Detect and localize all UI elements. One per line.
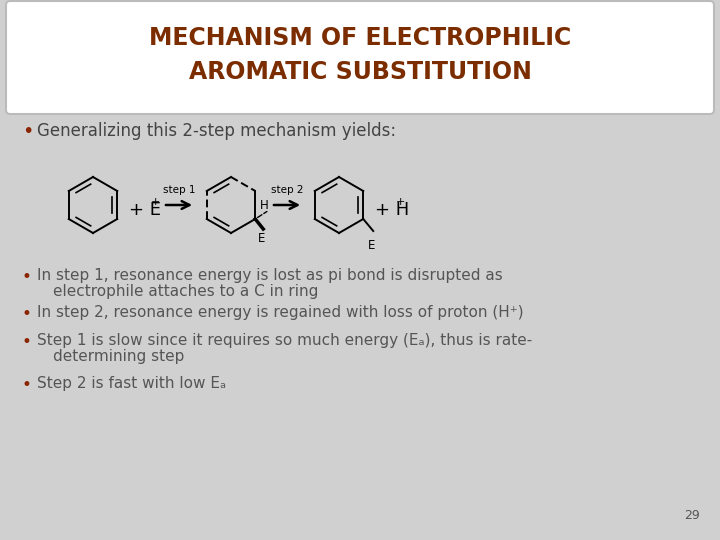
Text: •: • [22,268,32,286]
Text: step 2: step 2 [271,185,303,195]
Text: step 1: step 1 [163,185,195,195]
Text: Step 2 is fast with low Eₐ: Step 2 is fast with low Eₐ [37,376,226,391]
Text: electrophile attaches to a C in ring: electrophile attaches to a C in ring [53,284,318,299]
Text: •: • [22,333,32,351]
Text: 29: 29 [684,509,700,522]
Text: AROMATIC SUBSTITUTION: AROMATIC SUBSTITUTION [189,60,531,84]
Text: MECHANISM OF ELECTROPHILIC: MECHANISM OF ELECTROPHILIC [149,26,571,50]
Text: determining step: determining step [53,349,184,364]
Text: + E: + E [129,201,161,219]
Text: Step 1 is slow since it requires so much energy (Eₐ), thus is rate-: Step 1 is slow since it requires so much… [37,333,532,348]
Text: E: E [258,232,266,245]
Text: E: E [368,239,375,252]
FancyBboxPatch shape [6,1,714,114]
Text: +: + [396,197,405,207]
Text: + H: + H [375,201,409,219]
Text: In step 2, resonance energy is regained with loss of proton (H⁺): In step 2, resonance energy is regained … [37,305,523,320]
Text: •: • [22,122,33,141]
Text: •: • [22,305,32,323]
Text: •: • [22,376,32,394]
Text: +: + [151,197,161,207]
Text: In step 1, resonance energy is lost as pi bond is disrupted as: In step 1, resonance energy is lost as p… [37,268,503,283]
Text: Generalizing this 2-step mechanism yields:: Generalizing this 2-step mechanism yield… [37,122,396,140]
Text: H: H [260,199,269,212]
